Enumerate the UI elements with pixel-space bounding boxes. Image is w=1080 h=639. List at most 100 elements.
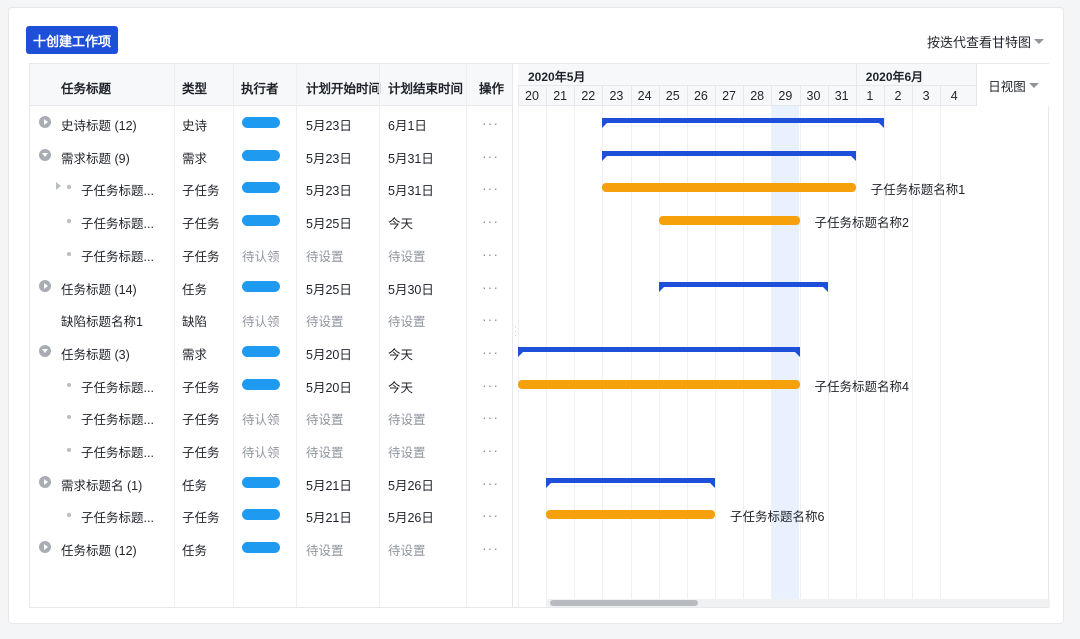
task-end-date[interactable]: 5月26日: [388, 478, 434, 493]
parent-task-bar[interactable]: [602, 150, 857, 161]
task-title[interactable]: 子任务标题...: [81, 217, 154, 232]
more-actions-icon[interactable]: ···: [482, 474, 499, 491]
view-by-iteration-dropdown[interactable]: 按迭代查看甘特图: [927, 32, 1044, 51]
task-assignee[interactable]: 待认领: [242, 249, 280, 264]
more-actions-icon[interactable]: ···: [482, 311, 499, 328]
table-row[interactable]: 子任务标题... 子任务 5月21日 5月26日 ···: [30, 498, 512, 531]
task-start-date[interactable]: 5月23日: [306, 119, 352, 133]
assignee-avatar[interactable]: [242, 215, 280, 227]
task-end-date[interactable]: 5月31日: [388, 151, 434, 166]
assignee-avatar[interactable]: [242, 149, 280, 161]
task-title[interactable]: 需求标题名 (1): [61, 478, 143, 493]
task-start-date[interactable]: 待设置: [306, 446, 344, 460]
subtask-bar[interactable]: [546, 510, 716, 520]
task-title[interactable]: 任务标题 (3): [61, 347, 130, 362]
expand-icon[interactable]: [39, 541, 51, 554]
assignee-avatar[interactable]: [242, 117, 280, 128]
task-end-date[interactable]: 待设置: [388, 315, 426, 330]
task-title[interactable]: 需求标题 (9): [61, 151, 130, 166]
table-row[interactable]: 任务标题 (3) 需求 5月20日 今天 ···: [30, 335, 512, 368]
task-start-date[interactable]: 5月25日: [306, 217, 352, 232]
table-row[interactable]: 子任务标题... 子任务 待认领 待设置 待设置 ···: [30, 237, 512, 270]
more-actions-icon[interactable]: ···: [482, 115, 499, 131]
more-actions-icon[interactable]: ···: [482, 278, 499, 295]
task-title[interactable]: 子任务标题...: [81, 413, 154, 428]
task-end-date[interactable]: 待设置: [388, 249, 426, 264]
task-start-date[interactable]: 5月23日: [306, 151, 352, 166]
more-actions-icon[interactable]: ···: [482, 147, 499, 164]
task-title[interactable]: 史诗标题 (12): [61, 119, 137, 133]
table-row[interactable]: 子任务标题... 子任务 待认领 待设置 待设置 ···: [30, 400, 512, 433]
expand-icon[interactable]: [39, 116, 51, 128]
subtask-bar[interactable]: [602, 183, 856, 193]
task-title[interactable]: 子任务标题...: [81, 380, 154, 395]
task-title[interactable]: 子任务标题...: [81, 446, 154, 460]
task-title[interactable]: 缺陷标题名称1: [61, 315, 143, 330]
subtask-bar[interactable]: [658, 216, 800, 226]
task-title[interactable]: 任务标题 (14): [61, 282, 137, 297]
more-actions-icon[interactable]: ···: [482, 409, 499, 426]
assignee-avatar[interactable]: [242, 182, 280, 194]
parent-task-bar[interactable]: [602, 118, 884, 128]
subtask-bar[interactable]: [518, 379, 800, 389]
task-assignee[interactable]: 待认领: [242, 315, 280, 330]
task-title[interactable]: 子任务标题...: [81, 184, 154, 199]
day-view-dropdown[interactable]: 日视图: [976, 64, 1050, 106]
table-row[interactable]: 子任务标题... 子任务 5月25日 今天 ···: [30, 204, 512, 237]
task-end-date[interactable]: 今天: [388, 217, 414, 232]
task-end-date[interactable]: 待设置: [388, 446, 426, 460]
table-row[interactable]: 子任务标题... 子任务 5月20日 今天 ···: [30, 368, 512, 401]
task-assignee[interactable]: 待认领: [242, 413, 280, 428]
task-start-date[interactable]: 待设置: [306, 413, 344, 428]
more-actions-icon[interactable]: ···: [482, 245, 499, 262]
expand-icon[interactable]: [56, 182, 61, 191]
assignee-avatar[interactable]: [242, 509, 280, 521]
assignee-avatar[interactable]: [242, 345, 280, 357]
task-end-date[interactable]: 待设置: [388, 544, 426, 559]
table-row[interactable]: 子任务标题... 子任务 5月23日 5月31日 ···: [30, 171, 512, 204]
task-end-date[interactable]: 待设置: [388, 413, 426, 428]
task-start-date[interactable]: 待设置: [306, 315, 344, 330]
task-start-date[interactable]: 5月21日: [306, 511, 352, 526]
parent-task-bar[interactable]: [546, 477, 716, 488]
more-actions-icon[interactable]: ···: [482, 180, 499, 197]
task-title[interactable]: 任务标题 (12): [61, 544, 137, 559]
task-assignee[interactable]: 待认领: [242, 446, 280, 460]
horizontal-scrollbar[interactable]: [546, 599, 1050, 607]
collapse-icon[interactable]: [39, 148, 51, 161]
task-end-date[interactable]: 5月26日: [388, 511, 434, 526]
assignee-avatar[interactable]: [242, 476, 280, 488]
assignee-avatar[interactable]: [242, 378, 280, 390]
assignee-avatar[interactable]: [242, 542, 280, 554]
expand-icon[interactable]: [39, 279, 51, 292]
expand-icon[interactable]: [39, 475, 51, 488]
table-row[interactable]: 需求标题 (9) 需求 5月23日 5月31日 ···: [30, 139, 512, 172]
table-row[interactable]: 任务标题 (12) 任务 待设置 待设置 ···: [30, 531, 512, 564]
task-title[interactable]: 子任务标题...: [81, 511, 154, 526]
task-end-date[interactable]: 5月30日: [388, 282, 434, 297]
table-row[interactable]: 史诗标题 (12) 史诗 5月23日 6月1日 ···: [30, 106, 512, 139]
more-actions-icon[interactable]: ···: [482, 507, 499, 524]
task-title[interactable]: 子任务标题...: [81, 249, 154, 264]
assignee-avatar[interactable]: [242, 280, 280, 292]
table-row[interactable]: 任务标题 (14) 任务 5月25日 5月30日 ···: [30, 270, 512, 303]
task-end-date[interactable]: 5月31日: [388, 184, 434, 199]
more-actions-icon[interactable]: ···: [482, 540, 499, 557]
task-start-date[interactable]: 待设置: [306, 249, 344, 264]
table-row[interactable]: 子任务标题... 子任务 待认领 待设置 待设置 ···: [30, 433, 512, 466]
task-end-date[interactable]: 今天: [388, 347, 414, 362]
table-row[interactable]: 需求标题名 (1) 任务 5月21日 5月26日 ···: [30, 466, 512, 499]
task-start-date[interactable]: 5月23日: [306, 184, 352, 199]
pane-splitter-handle[interactable]: · · ·: [514, 323, 517, 340]
more-actions-icon[interactable]: ···: [482, 376, 499, 393]
task-start-date[interactable]: 5月25日: [306, 282, 352, 297]
parent-task-bar[interactable]: [658, 281, 828, 292]
task-start-date[interactable]: 5月20日: [306, 380, 352, 395]
more-actions-icon[interactable]: ···: [482, 442, 499, 458]
task-end-date[interactable]: 今天: [388, 380, 414, 395]
task-end-date[interactable]: 6月1日: [388, 119, 427, 133]
task-start-date[interactable]: 5月21日: [306, 478, 352, 493]
create-work-item-button[interactable]: 十创建工作项: [26, 26, 118, 54]
more-actions-icon[interactable]: ···: [482, 213, 499, 230]
collapse-icon[interactable]: [39, 344, 51, 357]
